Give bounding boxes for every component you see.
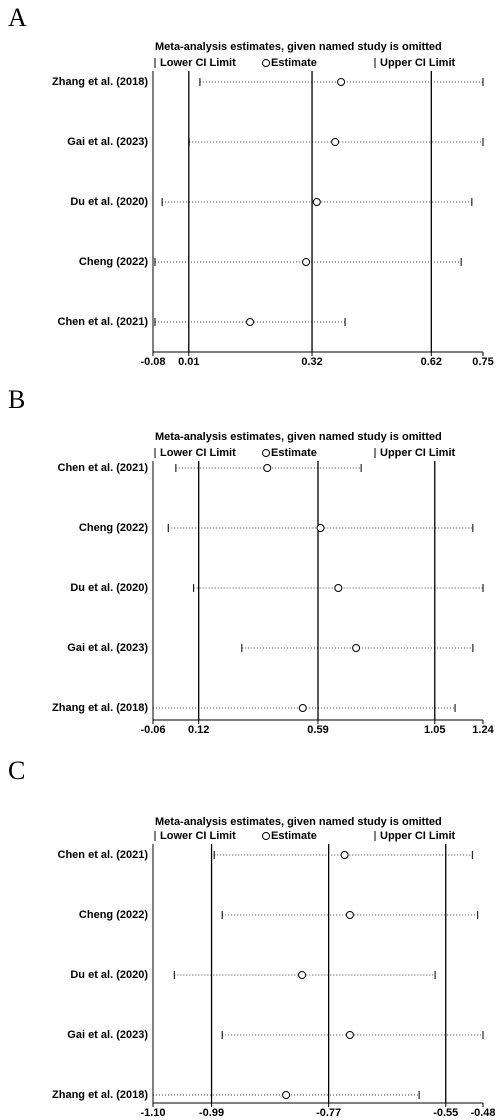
estimate-marker (340, 851, 349, 859)
chart-title: Meta-analysis estimates, given named stu… (155, 431, 442, 443)
study-label: Du et al. (2020) (70, 196, 148, 208)
estimate-marker (316, 524, 325, 532)
x-tick-label: -0.55 (433, 1107, 458, 1119)
study-label: Zhang et al. (2018) (52, 702, 148, 714)
x-tick-label: -0.99 (199, 1107, 224, 1119)
x-tick-label: -0.48 (470, 1107, 495, 1119)
x-tick-label: 1.24 (472, 724, 494, 736)
estimate-marker (312, 198, 321, 206)
x-tick-label: -0.06 (140, 724, 165, 736)
legend-upper: Upper CI Limit (380, 447, 456, 459)
legend-estimate: Estimate (271, 57, 317, 69)
estimate-marker (345, 911, 354, 919)
estimate-marker (337, 78, 346, 86)
panel-letter: B (8, 385, 25, 414)
chart-title: Meta-analysis estimates, given named stu… (155, 41, 442, 53)
x-tick-label: -0.77 (316, 1107, 341, 1119)
estimate-marker (246, 318, 255, 326)
study-label: Chen et al. (2021) (58, 316, 149, 328)
estimate-marker (298, 704, 307, 712)
estimate-marker (282, 1091, 291, 1099)
x-tick-label: 0.01 (178, 356, 199, 368)
estimate-marker (345, 1031, 354, 1039)
legend-lower: Lower CI Limit (160, 57, 236, 69)
study-label: Du et al. (2020) (70, 582, 148, 594)
study-label: Cheng (2022) (79, 909, 148, 921)
study-label: Chen et al. (2021) (58, 462, 149, 474)
legend-lower: Lower CI Limit (160, 447, 236, 459)
study-label: Gai et al. (2023) (67, 1029, 148, 1041)
estimate-marker (302, 258, 311, 266)
legend-estimate-symbol (262, 832, 270, 840)
x-tick-label: 0.59 (307, 724, 328, 736)
x-tick-label: 0.75 (472, 356, 493, 368)
x-tick-label: -0.08 (140, 356, 165, 368)
estimate-marker (298, 971, 307, 979)
study-label: Chen et al. (2021) (58, 849, 149, 861)
panel-letter: C (8, 756, 25, 785)
study-label: Gai et al. (2023) (67, 642, 148, 654)
legend-upper: Upper CI Limit (380, 830, 456, 842)
estimate-marker (334, 584, 343, 592)
x-tick-label: 0.12 (188, 724, 209, 736)
chart-title: Meta-analysis estimates, given named stu… (155, 816, 442, 828)
legend-estimate: Estimate (271, 447, 317, 459)
study-label: Cheng (2022) (79, 256, 148, 268)
x-tick-label: 0.32 (301, 356, 322, 368)
estimate-marker (352, 644, 361, 652)
estimate-marker (263, 464, 272, 472)
study-label: Du et al. (2020) (70, 969, 148, 981)
panel-letter: A (8, 3, 27, 32)
x-tick-label: -1.10 (140, 1107, 165, 1119)
legend-estimate-symbol (262, 59, 270, 67)
x-tick-label: 0.62 (421, 356, 442, 368)
study-label: Zhang et al. (2018) (52, 76, 148, 88)
legend-lower: Lower CI Limit (160, 830, 236, 842)
x-tick-label: 1.05 (424, 724, 445, 736)
study-label: Cheng (2022) (79, 522, 148, 534)
legend-upper: Upper CI Limit (380, 57, 456, 69)
legend-estimate-symbol (262, 449, 270, 457)
study-label: Gai et al. (2023) (67, 136, 148, 148)
legend-estimate: Estimate (271, 830, 317, 842)
study-label: Zhang et al. (2018) (52, 1089, 148, 1101)
estimate-marker (331, 138, 340, 146)
